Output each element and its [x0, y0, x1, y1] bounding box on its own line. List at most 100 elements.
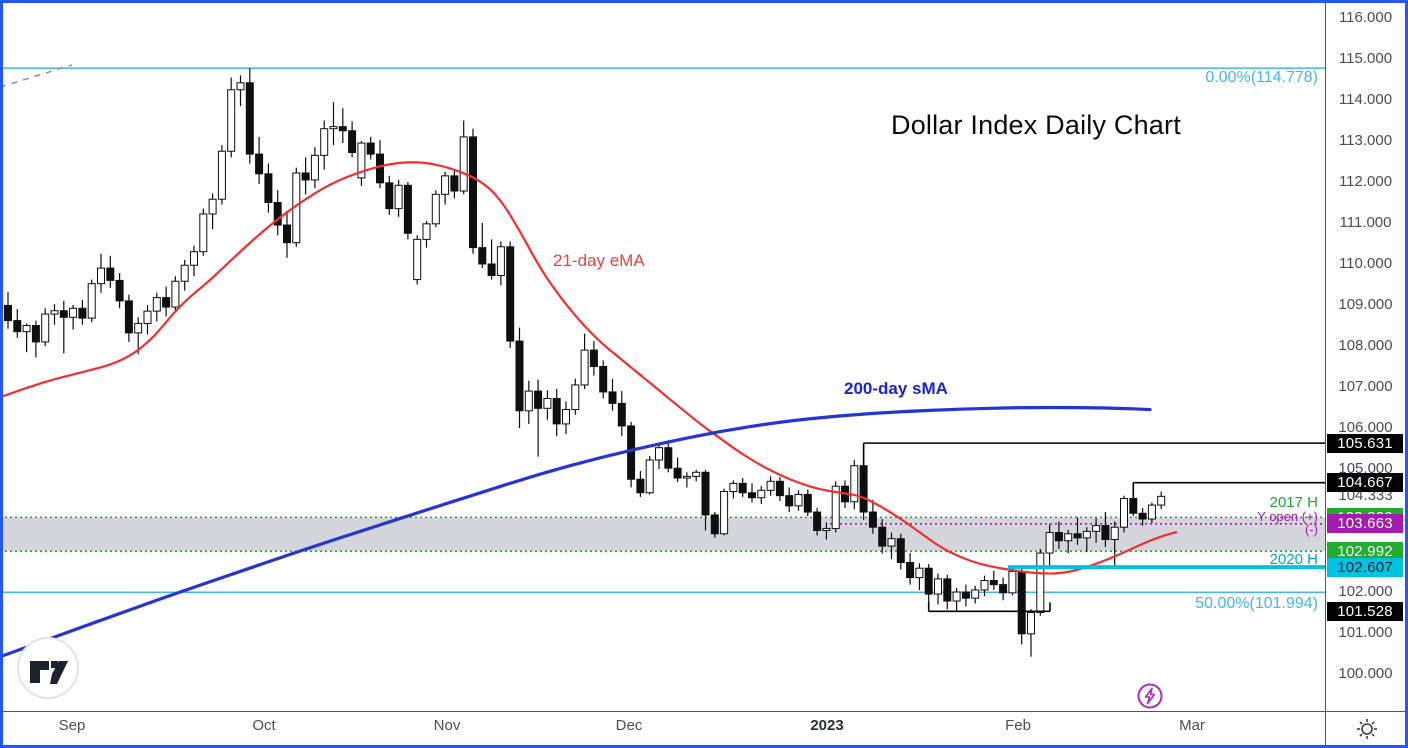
candle	[999, 577, 1008, 601]
level-2020-high-label: 2020 H	[1269, 551, 1318, 568]
candle	[106, 255, 115, 288]
candle	[31, 320, 40, 358]
candle	[785, 487, 794, 513]
candlestick-series	[4, 68, 1166, 657]
candle	[329, 102, 338, 146]
candle	[13, 309, 22, 338]
candle	[478, 223, 487, 269]
candle	[1054, 521, 1063, 549]
candle	[710, 512, 719, 538]
candle	[692, 469, 701, 482]
candle	[850, 459, 859, 510]
candle	[682, 472, 691, 488]
settings-gear-icon[interactable]	[1354, 716, 1380, 747]
sma-200-label: 200-day sMA	[844, 379, 948, 398]
candle	[961, 584, 970, 607]
price-tick: 108.000	[1338, 337, 1393, 354]
candle	[366, 136, 375, 160]
time-tick-Mar: Mar	[1179, 717, 1205, 734]
price-tick: 101.000	[1338, 624, 1393, 641]
candle	[748, 483, 756, 503]
candle	[571, 378, 580, 415]
ema-21-line	[0, 161, 1178, 575]
time-axis[interactable]: Sep Oct Nov Dec 2023 Feb Mar	[0, 712, 1325, 746]
candle	[589, 341, 598, 376]
candle	[208, 193, 217, 230]
candle	[896, 533, 905, 570]
tradingview-logo-icon[interactable]	[16, 636, 80, 705]
price-level-label: 101.528	[1327, 601, 1403, 621]
candle	[1157, 491, 1166, 510]
candle	[515, 327, 524, 428]
candle	[320, 120, 329, 170]
candle	[813, 507, 822, 536]
candle	[450, 169, 459, 199]
candle	[487, 239, 496, 280]
candle	[915, 563, 924, 590]
candle	[1147, 502, 1156, 524]
candle	[701, 469, 710, 531]
candle	[459, 120, 468, 195]
candle	[78, 300, 87, 325]
candle	[1064, 529, 1073, 554]
candle	[980, 575, 989, 597]
price-tick: 114.000	[1338, 91, 1393, 108]
candle	[1008, 566, 1017, 596]
candle	[69, 305, 78, 330]
flash-idea-icon[interactable]	[1136, 682, 1164, 715]
year-open-label: Y open (+)	[1257, 509, 1318, 524]
candle	[673, 457, 682, 483]
candle	[301, 157, 310, 195]
candle	[971, 585, 980, 604]
candle	[217, 145, 226, 205]
candle	[562, 401, 570, 435]
candle	[617, 391, 626, 437]
candle	[22, 323, 31, 353]
candle	[338, 108, 347, 144]
candle	[264, 163, 273, 213]
candle	[775, 477, 784, 501]
chart-title: Dollar Index Daily Chart	[891, 110, 1181, 140]
candle	[943, 574, 952, 610]
candle	[227, 77, 236, 158]
candle	[645, 455, 654, 495]
candle	[87, 279, 96, 323]
candle	[255, 136, 264, 185]
candle	[534, 379, 543, 457]
candle	[97, 253, 105, 293]
candle	[1120, 495, 1128, 533]
candle	[822, 522, 831, 540]
candle	[236, 75, 245, 107]
candle	[524, 380, 533, 424]
price-tick: 106.000	[1338, 419, 1393, 436]
candle	[199, 208, 208, 256]
candle	[50, 304, 59, 325]
candle	[180, 259, 189, 291]
candle	[738, 478, 747, 497]
candle	[868, 499, 877, 534]
candle	[190, 245, 198, 277]
fib-50-percent-label: 50.00%(101.994)	[1195, 595, 1318, 612]
candle	[655, 444, 663, 469]
time-tick-Nov: Nov	[433, 717, 461, 734]
candle	[543, 390, 552, 420]
price-level-label: 105.631	[1327, 433, 1403, 453]
candle	[506, 241, 515, 349]
candle	[757, 486, 766, 504]
price-tick: 111.000	[1339, 214, 1392, 231]
candle	[552, 389, 561, 437]
candle	[766, 476, 775, 496]
candle	[469, 128, 477, 254]
candle	[422, 220, 431, 248]
candle	[431, 190, 440, 228]
candle	[1036, 548, 1045, 616]
price-tick: 102.000	[1338, 583, 1393, 600]
candle	[273, 190, 282, 236]
candle	[599, 360, 608, 399]
price-axis[interactable]: 116.000 115.000 114.000 113.000 112.000 111.0…	[1326, 0, 1405, 711]
candle	[245, 68, 254, 164]
candle	[357, 141, 366, 187]
time-axis-separator	[0, 711, 1408, 712]
